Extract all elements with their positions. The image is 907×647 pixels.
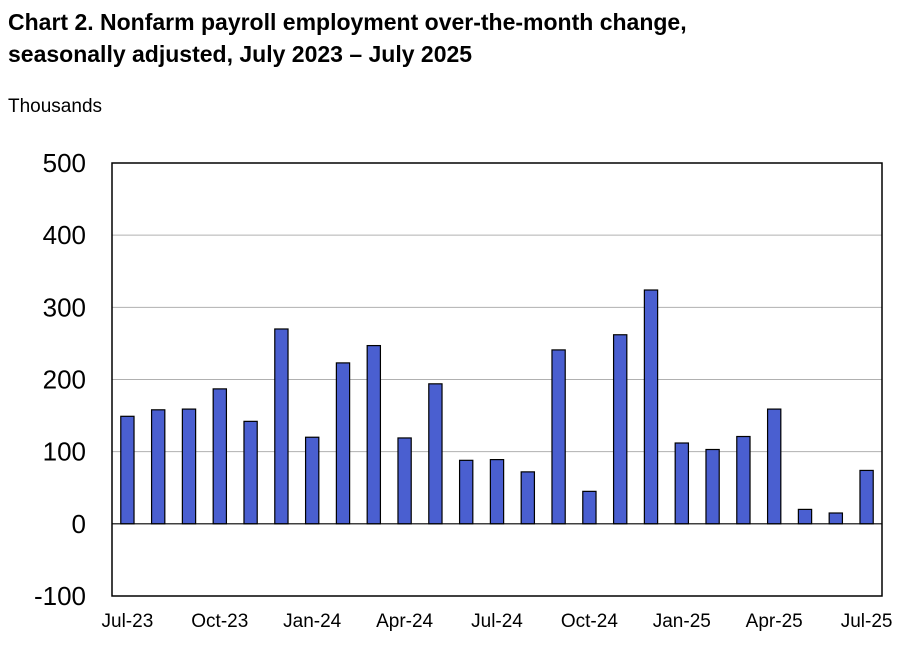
y-tick-label: 100 xyxy=(43,437,86,467)
bars xyxy=(120,289,874,525)
y-tick-label: 400 xyxy=(43,220,86,250)
x-tick-label: Jul-25 xyxy=(841,611,893,632)
bar-Dec-24 xyxy=(643,289,659,525)
x-tick-label: Jul-23 xyxy=(102,611,154,632)
bar-Jun-25 xyxy=(828,512,844,525)
bar-Mar-25 xyxy=(736,435,751,525)
x-tick-label: Jan-25 xyxy=(653,611,711,632)
x-tick-label: Jul-24 xyxy=(471,611,523,632)
bar-Sep-23 xyxy=(181,408,197,525)
bar-Oct-24 xyxy=(582,490,597,525)
bar-Jan-25 xyxy=(674,442,690,525)
y-tick-label: 300 xyxy=(43,292,86,322)
x-tick-label: Jan-24 xyxy=(283,611,342,632)
y-tick-label: 200 xyxy=(43,365,86,395)
y-axis-label: Thousands xyxy=(8,96,103,117)
bar-Aug-24 xyxy=(520,471,536,525)
chart-title: Chart 2. Nonfarm payroll employment over… xyxy=(8,6,903,70)
x-tick-label: Apr-25 xyxy=(746,611,803,632)
bar-Mar-24 xyxy=(366,344,382,525)
chart-title-line2: seasonally adjusted, July 2023 – July 20… xyxy=(8,41,473,67)
y-tick-label: 0 xyxy=(72,509,86,539)
bar-Sep-24 xyxy=(551,349,566,525)
bar-Jul-25 xyxy=(859,469,874,525)
bar-Nov-23 xyxy=(243,420,258,525)
x-tick-label: Oct-23 xyxy=(191,611,248,632)
plot-frame xyxy=(111,162,883,597)
x-tick-label: Apr-24 xyxy=(376,611,433,632)
bar-Jan-24 xyxy=(304,436,320,525)
y-tick-labels: 500 400 300 200 100 0 -100 xyxy=(34,148,86,611)
y-tick-label: -100 xyxy=(34,581,86,611)
bar-Apr-25 xyxy=(766,408,782,525)
bar-Jul-23 xyxy=(120,415,135,525)
y-tick-label: 500 xyxy=(43,148,86,178)
x-tick-label: Oct-24 xyxy=(561,611,618,632)
gridlines xyxy=(112,234,882,453)
bar-Jun-24 xyxy=(458,459,474,525)
bar-Dec-23 xyxy=(274,328,289,525)
bar-May-25 xyxy=(797,508,813,525)
bar-Nov-24 xyxy=(612,334,628,525)
bar-May-24 xyxy=(428,383,443,525)
bar-Apr-24 xyxy=(397,437,412,525)
bar-Oct-23 xyxy=(212,388,228,525)
bar-Jul-24 xyxy=(489,459,505,525)
bar-Aug-23 xyxy=(150,409,166,525)
x-tick-labels: Jul-23 Oct-23 Jan-24 Apr-24 Jul-24 Oct-24 Jan-… xyxy=(102,611,893,632)
bar-Feb-25 xyxy=(705,448,720,525)
chart-title-line1: Chart 2. Nonfarm payroll employment over… xyxy=(8,9,687,35)
bar-Feb-24 xyxy=(335,362,351,525)
